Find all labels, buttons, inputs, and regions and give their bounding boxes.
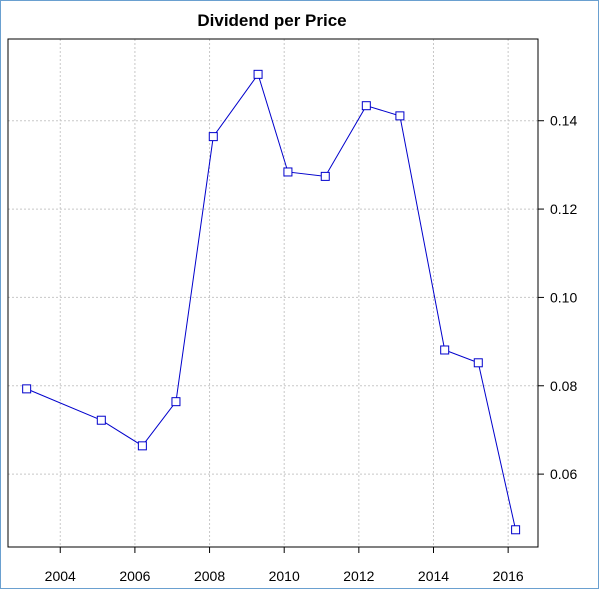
y-tick-label: 0.06 (550, 466, 577, 482)
x-tick-label: 2004 (45, 568, 76, 584)
y-tick-label: 0.10 (550, 289, 577, 305)
x-tick-label: 2012 (343, 568, 374, 584)
data-point (440, 345, 450, 355)
data-point (361, 101, 371, 111)
series-layer (22, 69, 521, 535)
x-axis: 2004 2006 2008 2010 2012 2014 2016 (45, 547, 524, 584)
data-point (208, 132, 218, 142)
x-tick-label: 2014 (418, 568, 449, 584)
y-tick-label: 0.12 (550, 201, 577, 217)
x-tick-label: 2010 (269, 568, 300, 584)
data-point (511, 525, 521, 535)
y-axis: 0.06 0.08 0.10 0.12 0.14 (538, 113, 577, 482)
plot-frame (7, 38, 539, 548)
data-point (253, 69, 263, 79)
data-point (473, 358, 483, 368)
y-tick-label: 0.14 (550, 113, 577, 129)
grid (8, 39, 538, 547)
series-line (26, 73, 517, 530)
data-point (395, 111, 405, 121)
x-tick-label: 2008 (194, 568, 225, 584)
data-point (96, 415, 106, 425)
x-tick-label: 2016 (493, 568, 524, 584)
data-point (283, 167, 293, 177)
data-point (137, 441, 147, 451)
chart-title: Dividend per Price (197, 11, 346, 30)
y-tick-label: 0.08 (550, 378, 577, 394)
data-point (320, 171, 330, 181)
x-tick-label: 2006 (119, 568, 150, 584)
data-point (171, 397, 181, 407)
data-point (22, 384, 32, 394)
